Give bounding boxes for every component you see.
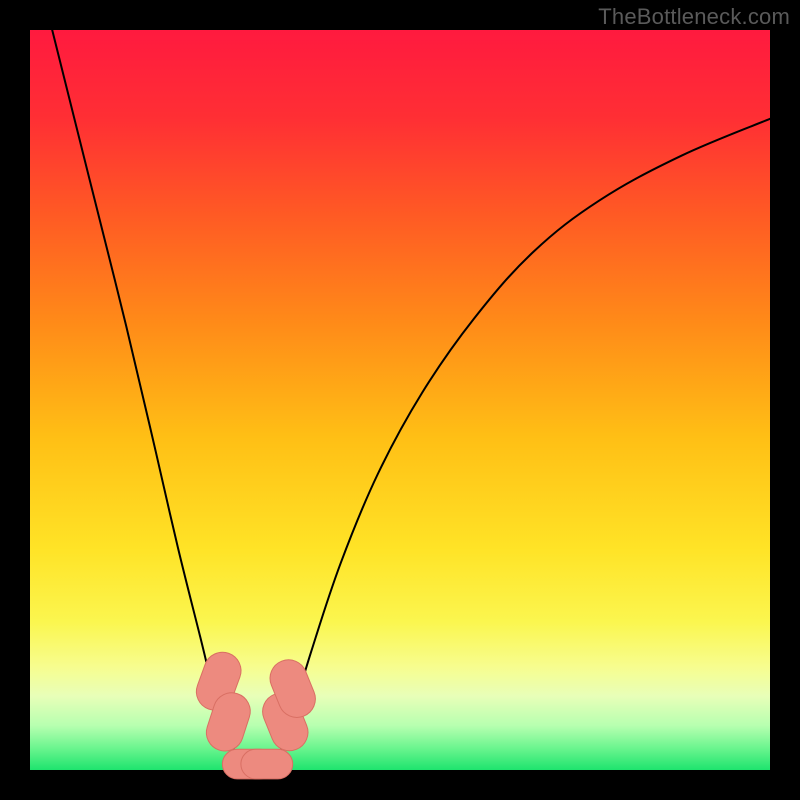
- gradient-background: [30, 30, 770, 770]
- curve-marker: [241, 749, 293, 779]
- watermark-label: TheBottleneck.com: [598, 4, 790, 30]
- bottleneck-curve-chart: [0, 0, 800, 800]
- chart-container: TheBottleneck.com: [0, 0, 800, 800]
